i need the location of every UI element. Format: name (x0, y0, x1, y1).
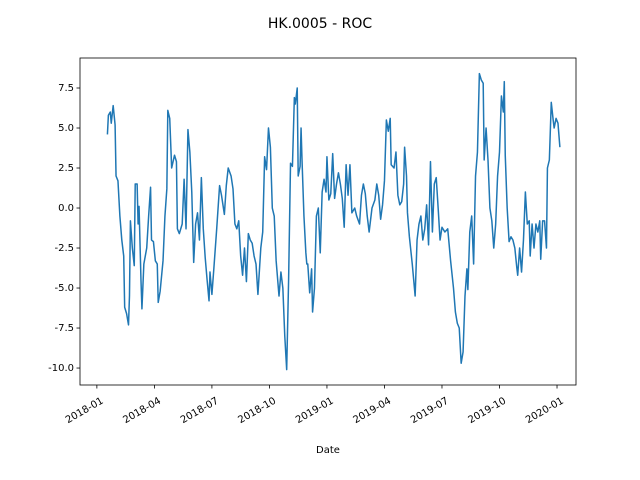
x-tick-label: 2018-04 (121, 396, 163, 426)
x-tick-label: 2018-07 (179, 396, 221, 426)
plot-frame (79, 57, 577, 386)
y-tick-label: 5.0 (58, 123, 74, 134)
x-axis-label: Date (316, 445, 340, 456)
y-tick-label: -7.5 (54, 323, 74, 334)
y-tick-label: 7.5 (58, 83, 74, 94)
x-tick-label: 2019-07 (409, 396, 451, 426)
x-tick-label: 2020-01 (524, 396, 566, 426)
line-series (106, 72, 561, 371)
y-tick-label: 0.0 (58, 203, 74, 214)
y-tick-label: -2.5 (54, 243, 74, 254)
x-tick-label: 2019-01 (294, 396, 336, 426)
y-tick-label: -10.0 (48, 363, 74, 374)
y-tick-label: -5.0 (54, 283, 74, 294)
x-tick-label: 2019-04 (351, 396, 393, 426)
y-tick-label: 2.5 (58, 163, 74, 174)
x-tick-label: 2018-01 (64, 396, 106, 426)
chart-title: HK.0005 - ROC (268, 16, 372, 32)
x-tick-label: 2019-10 (467, 396, 509, 426)
x-tick-label: 2018-10 (236, 396, 278, 426)
